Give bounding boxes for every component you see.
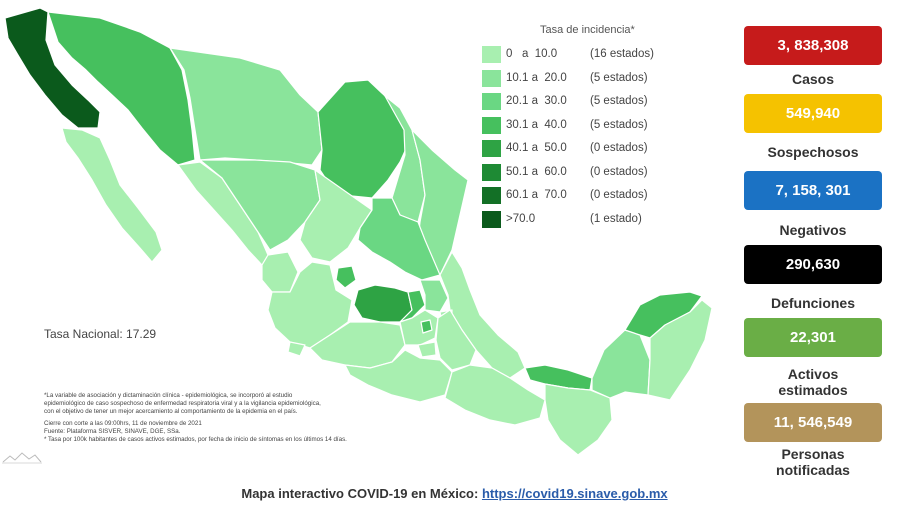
state-durango[interactable] [199, 159, 321, 251]
legend-count: (1 estado) [590, 212, 642, 225]
state-sonora[interactable] [47, 11, 196, 166]
mexico-incidence-map[interactable] [0, 0, 720, 470]
sinave-logo [2, 452, 42, 464]
sospechosos-label: Sospechosos [767, 144, 859, 160]
personas-notificadas-label: Personas notificadas [776, 446, 850, 478]
state-aguascalientes[interactable] [335, 265, 357, 289]
legend-range: 60.1 a 70.0 [506, 189, 567, 201]
legend-item: 40.1 a 50.0 (0 estados) [482, 140, 682, 164]
legend-item: 50.1 a 60.0 (0 estados) [482, 163, 682, 188]
activos-label: Activos estimados [778, 366, 848, 398]
footer-text: Mapa interactivo COVID-19 en México: [241, 486, 482, 501]
state-chiapas[interactable] [544, 383, 613, 456]
legend-swatch [482, 140, 501, 157]
legend-count: (0 estados) [590, 165, 648, 178]
tasa-nacional: Tasa Nacional: 17.29 [44, 327, 157, 341]
activos-value: 22,301 [744, 318, 882, 357]
sospechosos-value: 549,940 [744, 94, 882, 133]
casos-value: 3, 838,308 [744, 26, 882, 65]
legend-item: 10.1 a 20.0 (5 estados) [482, 69, 682, 94]
legend-swatch [482, 69, 501, 87]
state-guanajuato[interactable] [353, 284, 413, 323]
footer-link[interactable]: https://covid19.sinave.gob.mx [481, 486, 668, 501]
state-coahuila[interactable] [317, 79, 411, 199]
note-line: Cierre con corte a las 09:00hrs, 11 de n… [44, 420, 202, 428]
state-zacatecas[interactable] [299, 169, 373, 263]
legend-swatch [482, 93, 501, 110]
legend-range: 20.1 a 30.0 [506, 95, 567, 107]
state-baja-california[interactable] [4, 7, 101, 129]
state-jalisco[interactable] [267, 261, 353, 349]
state-campeche[interactable] [591, 329, 651, 399]
note-line: epidemiológico de caso sospechoso de enf… [44, 399, 321, 407]
legend-swatch [482, 46, 501, 63]
state-colima[interactable] [287, 341, 306, 357]
footer: Mapa interactivo COVID-19 en México: htt… [0, 486, 909, 501]
state-nayarit[interactable] [261, 251, 299, 293]
state-san-luis-potosi[interactable] [357, 197, 441, 281]
legend-range: 30.1 a 40.0 [506, 118, 567, 131]
legend-count: (5 estados) [590, 71, 648, 84]
legend-count: (0 estados) [590, 142, 648, 154]
legend-range: 50.1 a 60.0 [506, 165, 567, 178]
state-yucatan[interactable] [624, 291, 703, 339]
legend-swatch [482, 210, 501, 228]
legend-swatch [482, 187, 501, 204]
note-line: Fuente: Plataforma SISVER, SINAVE, DGE, … [44, 428, 181, 436]
state-oaxaca[interactable] [444, 364, 546, 426]
state-quintana-roo[interactable] [647, 299, 713, 401]
legend-range: 10.1 a 20.0 [506, 71, 567, 84]
legend-item: 30.1 a 40.0 (5 estados) [482, 116, 682, 141]
state-cdmx[interactable] [420, 319, 433, 334]
legend: 0 a 10.0 (16 estados) 10.1 a 20.0 (5 estado… [482, 46, 682, 234]
defunciones-value: 290,630 [744, 245, 882, 284]
legend-title: Tasa de incidencia* [540, 24, 635, 36]
note-line: * Tasa por 100k habitantes de casos acti… [44, 435, 347, 443]
legend-swatch [482, 163, 501, 181]
personas-notificadas-value: 11, 546,549 [744, 403, 882, 442]
legend-count: (16 estados) [590, 48, 654, 60]
footnotes: *La variable de asociación y dictaminaci… [44, 392, 444, 444]
legend-range: >70.0 [506, 212, 536, 225]
negativos-value: 7, 158, 301 [744, 171, 882, 210]
negativos-label: Negativos [779, 222, 847, 238]
state-morelos[interactable] [417, 341, 437, 358]
legend-range: 40.1 a 50.0 [506, 142, 567, 154]
casos-label: Casos [791, 71, 835, 87]
legend-swatch [482, 116, 501, 134]
legend-item: 0 a 10.0 (16 estados) [482, 46, 682, 70]
legend-item: >70.0 (1 estado) [482, 210, 682, 235]
note-line: con el objetivo de tener un mejor acerca… [44, 407, 298, 415]
legend-count: (0 estados) [590, 189, 648, 201]
legend-item: 20.1 a 30.0 (5 estados) [482, 93, 682, 117]
legend-count: (5 estados) [590, 95, 648, 107]
legend-range: 0 a 10.0 [506, 48, 558, 60]
legend-item: 60.1 a 70.0 (0 estados) [482, 187, 682, 211]
defunciones-label: Defunciones [770, 295, 855, 311]
state-baja-california-sur[interactable] [61, 127, 163, 263]
note-line: *La variable de asociación y dictaminaci… [44, 392, 293, 399]
legend-count: (5 estados) [590, 118, 648, 131]
